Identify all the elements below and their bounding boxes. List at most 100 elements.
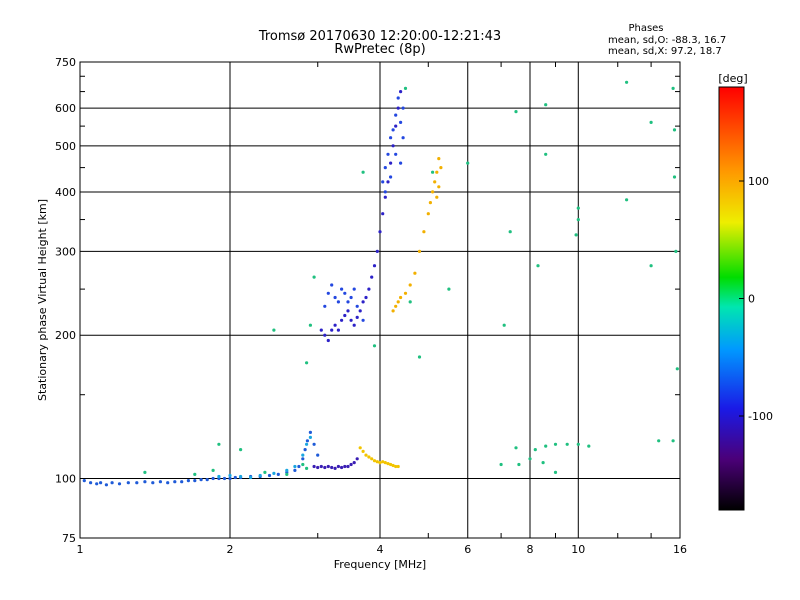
data-point [536,264,540,268]
data-point [502,323,506,327]
data-point [346,464,350,469]
data-point [272,328,276,332]
data-point [193,472,197,476]
data-point [576,218,580,222]
data-point [349,318,353,322]
data-point [352,287,356,291]
data-point [340,465,344,470]
data-point [372,459,377,463]
data-point [381,180,385,184]
x-tick-label: 4 [377,543,384,556]
data-point [239,448,243,452]
data-point [319,328,323,332]
data-point [117,482,122,486]
data-point [308,435,312,439]
data-point [431,170,435,174]
phases-header: Phases [628,23,663,34]
data-point [104,483,108,487]
y-axis-label: Stationary phase Virtual Height [km] [36,199,49,401]
data-point [336,328,340,332]
data-point [135,481,139,485]
data-point [352,323,356,327]
y-tick-label: 200 [55,329,76,342]
x-tick-label: 1 [77,543,84,556]
data-point [383,461,387,465]
data-point [396,464,400,469]
data-point [301,457,305,461]
data-point [370,275,374,279]
data-point [435,195,439,199]
data-point [544,444,548,448]
data-point [394,464,398,469]
data-point [576,206,580,210]
data-point [361,449,365,453]
data-point [333,295,337,300]
x-tick-label: 16 [673,543,687,556]
data-point [431,190,435,194]
data-point [396,106,400,110]
data-point [381,460,385,464]
data-point [533,448,537,452]
data-point [364,295,368,300]
data-point [340,287,344,291]
phases-x-line: mean, sd,X: 97.2, 18.7 [608,46,722,57]
data-point [166,481,170,485]
data-point [386,152,390,156]
data-point [649,120,653,124]
data-point [389,136,393,140]
data-point [435,170,439,174]
data-points [82,80,679,487]
data-point [326,338,330,343]
data-point [394,113,398,117]
data-point [186,479,190,483]
colorbar-ticks: 100 0 -100 [739,175,773,423]
data-point [228,473,232,478]
data-point [239,474,243,479]
data-point [297,464,301,469]
data-point [514,110,518,114]
data-point [326,291,330,295]
data-point [110,481,114,485]
data-point [401,136,405,140]
data-point [391,309,395,313]
data-point [399,90,403,94]
data-point [217,474,221,479]
data-point [361,318,365,322]
data-point [346,300,350,304]
data-point [99,481,103,485]
data-point [439,166,443,170]
data-point [193,479,197,483]
x-tick-label: 8 [527,543,534,556]
y-axis-ticks: 75 100 200 300 400 500 600 750 [55,56,680,545]
data-point [258,473,262,478]
data-point [364,453,368,457]
data-point [675,367,679,371]
data-point [211,476,215,481]
data-point [499,462,503,467]
data-point [355,304,359,308]
data-point [367,287,371,291]
data-point [346,309,350,313]
data-point [426,212,430,216]
data-point [205,478,209,482]
data-point [323,333,327,337]
data-point [565,442,569,446]
data-point [383,190,387,194]
colorbar-tick-label: 100 [748,175,769,188]
data-point [301,453,305,457]
data-point [336,464,340,469]
data-point [466,161,470,165]
data-point [649,264,653,268]
data-point [349,462,353,467]
data-point [544,152,548,156]
data-point [143,470,147,474]
data-point [625,198,629,202]
data-point [674,249,678,253]
data-point [352,461,356,465]
data-point [340,318,344,322]
data-point [396,300,400,304]
x-tick-label: 6 [464,543,471,556]
data-point [672,175,677,179]
x-tick-label: 10 [571,543,585,556]
